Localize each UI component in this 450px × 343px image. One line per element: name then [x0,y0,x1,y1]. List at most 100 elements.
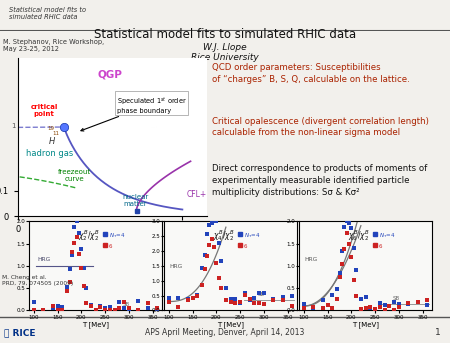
Point [341,225,348,230]
Point [333,287,341,292]
Point [352,267,360,273]
Point [348,225,355,231]
Text: 6: 6 [244,244,248,249]
Text: W.J. Llope: W.J. Llope [203,43,247,52]
Text: HRG: HRG [170,264,183,269]
Text: 19: 19 [48,126,54,131]
Text: APS April Meeting, Denver, April 14, 2013: APS April Meeting, Denver, April 14, 201… [145,328,305,337]
Point [116,299,123,305]
Point [376,300,383,306]
Point [405,301,412,306]
Point [213,261,220,266]
Point [68,252,76,257]
Text: hadron gas: hadron gas [26,149,73,158]
Point [194,292,201,298]
Point [232,296,239,302]
Point [333,296,341,301]
Text: HRG: HRG [37,257,50,262]
Text: SB: SB [122,302,129,307]
Point [336,275,343,280]
Point [189,296,196,301]
Point [144,300,151,306]
Point [92,307,99,312]
Point [357,306,364,311]
Point [87,303,94,308]
Point [121,305,128,310]
Point [336,270,343,276]
Point [343,218,350,224]
Text: 11: 11 [53,131,59,135]
Point [324,302,331,308]
Point [135,298,142,304]
Point [121,299,128,305]
Point [362,305,369,310]
Point [102,305,109,310]
Point [350,277,357,282]
Point [31,308,38,313]
Point [338,261,346,266]
Text: $N_\tau$=4: $N_\tau$=4 [379,231,395,240]
Point [184,297,192,302]
Point [97,304,104,309]
Text: Statistical model fits to
simulated RHIC data: Statistical model fits to simulated RHIC… [9,8,86,20]
Point [208,236,215,242]
Point [329,292,336,297]
Point [217,258,225,264]
Point [350,245,357,250]
Point [232,301,239,306]
Point [66,267,73,272]
X-axis label: T [MeV]: T [MeV] [82,321,109,328]
Point [391,308,398,313]
Point [381,308,388,313]
Point [40,307,47,312]
Point [251,300,258,305]
Point [367,305,374,310]
X-axis label: T [MeV]: T [MeV] [352,321,379,328]
Point [87,303,94,309]
Text: $\chi_2^B/\chi_2^B$: $\chi_2^B/\chi_2^B$ [78,228,100,243]
Point [414,299,421,304]
Point [211,218,218,224]
Point [92,308,99,313]
Point [346,221,353,226]
Point [189,295,196,301]
Point [66,279,73,284]
Text: $H$: $H$ [48,134,56,145]
Point [116,305,123,311]
Point [206,223,213,228]
Point [260,301,267,307]
Point [346,241,353,247]
Point [59,307,66,312]
Point [175,304,182,309]
Point [203,253,211,258]
Text: Speculated 1$^{st}$ order
phase boundary: Speculated 1$^{st}$ order phase boundary [81,95,186,131]
Point [206,242,213,248]
Point [362,294,369,299]
Point [211,244,218,250]
Text: Rice University: Rice University [191,53,259,62]
Point [153,308,161,313]
Point [348,254,355,260]
Point [50,305,57,311]
Text: QGP: QGP [97,69,122,79]
Point [215,240,222,246]
Point [144,306,151,311]
Point [301,305,308,311]
Point [288,293,296,299]
Point [251,295,258,301]
Point [106,305,113,310]
Point [111,308,118,313]
Text: Direct correspondence to products of moments of
experimentally measurable identi: Direct correspondence to products of mom… [212,164,427,197]
Point [78,265,85,270]
Point [50,303,57,309]
Point [76,251,83,256]
Point [270,297,277,302]
Point [71,240,78,246]
Point [73,234,80,240]
Point [423,297,431,303]
Point [102,308,109,313]
Point [222,297,230,303]
Point [80,265,87,270]
Point [241,291,248,296]
Point [256,300,263,306]
